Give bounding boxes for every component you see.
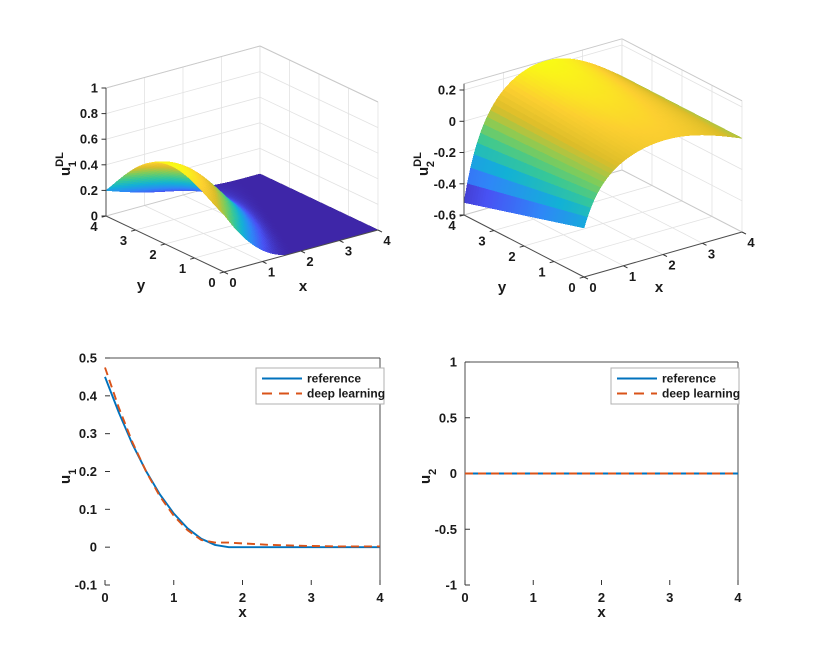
- z-tick-label: 0: [91, 209, 98, 224]
- x-axis-label: x: [238, 604, 247, 621]
- z-tick-label: 0.2: [438, 83, 456, 98]
- legend-label: deep learning: [307, 387, 385, 401]
- y-tick-label: 0: [450, 466, 457, 481]
- y-tick-label: 3: [478, 234, 485, 249]
- x-tick-label: 4: [747, 235, 755, 250]
- z-tick-label: -0.4: [434, 176, 457, 191]
- x-tick-label: 1: [530, 590, 537, 605]
- y-tick-label: 0.1: [79, 502, 97, 517]
- z-tick-label: 0.8: [80, 106, 98, 121]
- x-tick-label: 2: [306, 254, 313, 269]
- z-axis-label: uDL2: [412, 152, 437, 176]
- x-tick-label: 0: [229, 275, 236, 290]
- x-tick-label: 2: [668, 258, 675, 273]
- z-axis-label: uDL1: [54, 152, 79, 176]
- y-tick-label: 1: [538, 265, 545, 280]
- y-tick-label: 0.4: [79, 388, 98, 403]
- z-tick-label: 0.6: [80, 132, 98, 147]
- x-tick-label: 1: [629, 269, 636, 284]
- surface-mesh: [463, 58, 743, 229]
- y-axis-label: u1: [57, 469, 79, 484]
- x-tick-label: 4: [734, 590, 742, 605]
- x-tick-label: 4: [383, 233, 391, 248]
- y-tick-label: 4: [448, 218, 456, 233]
- series: [104, 367, 380, 549]
- y-tick-label: 0: [90, 540, 97, 555]
- y-tick-label: 0: [208, 275, 215, 290]
- y-axis-label: y: [498, 279, 507, 296]
- x-tick-label: 0: [589, 280, 596, 295]
- z-tick-label: 0: [449, 114, 456, 129]
- x-tick-label: 3: [308, 590, 315, 605]
- x-tick-label: 4: [376, 590, 384, 605]
- u2-dl-surface: 0 1 2 3 4 4 3 2 1 0 -0.6 -0.4 -0.2 0 0.2 x y uDL2: [412, 38, 756, 296]
- axes-2d: -0.1 0 0.1 0.2 0.3 0.4 0.5 0 1 2 3 4: [75, 351, 385, 606]
- x-tick-label: 2: [598, 590, 605, 605]
- x-tick-label: 3: [666, 590, 673, 605]
- y-tick-label: -0.1: [75, 578, 97, 593]
- x-axis-label: x: [655, 279, 664, 296]
- y-tick-label: 4: [90, 219, 98, 234]
- z-tick-label: -0.2: [434, 145, 456, 160]
- x-tick-label: 0: [461, 590, 468, 605]
- series-reference: [104, 376, 380, 549]
- z-tick-label: 1: [91, 81, 98, 96]
- legend-label: reference: [307, 372, 361, 386]
- legend-label: deep learning: [662, 387, 740, 401]
- x-tick-label: 0: [101, 590, 108, 605]
- y-tick-label: 2: [508, 249, 515, 264]
- axes-3d: 0 1 2 3 4 4 3 2 1 0 -0.6 -0.4 -0.2 0 0.2: [434, 83, 756, 296]
- x-tick-label: 3: [345, 244, 352, 259]
- series-deep-learning: [104, 367, 380, 548]
- x-tick-label: 3: [708, 246, 715, 261]
- z-tick-label: 0.4: [80, 157, 99, 172]
- y-tick-label: 0.5: [439, 410, 457, 425]
- y-tick-label: 1: [450, 355, 457, 370]
- y-axis-label: y: [137, 277, 146, 294]
- x-axis-label: x: [597, 604, 606, 621]
- u1-section: -0.1 0 0.1 0.2 0.3 0.4 0.5 0 1 2 3 4 x u1 referencedee…: [57, 351, 385, 622]
- y-axis-label: u2: [417, 469, 439, 484]
- x-tick-label: 2: [239, 590, 246, 605]
- y-tick-label: -0.5: [435, 522, 457, 537]
- y-tick-label: 1: [179, 261, 186, 276]
- y-tick-label: 0.2: [79, 464, 97, 479]
- y-tick-label: 0: [568, 280, 575, 295]
- x-tick-label: 1: [170, 590, 177, 605]
- x-axis-label: x: [299, 278, 308, 295]
- x-tick-label: 1: [268, 265, 275, 280]
- y-tick-label: 3: [120, 233, 127, 248]
- y-tick-label: 2: [149, 247, 156, 262]
- z-tick-label: -0.6: [434, 208, 456, 223]
- legend-label: reference: [662, 372, 716, 386]
- y-tick-label: 0.3: [79, 426, 97, 441]
- z-tick-label: 0.2: [80, 183, 98, 198]
- y-tick-label: 0.5: [79, 351, 97, 366]
- y-tick-label: -1: [445, 578, 457, 593]
